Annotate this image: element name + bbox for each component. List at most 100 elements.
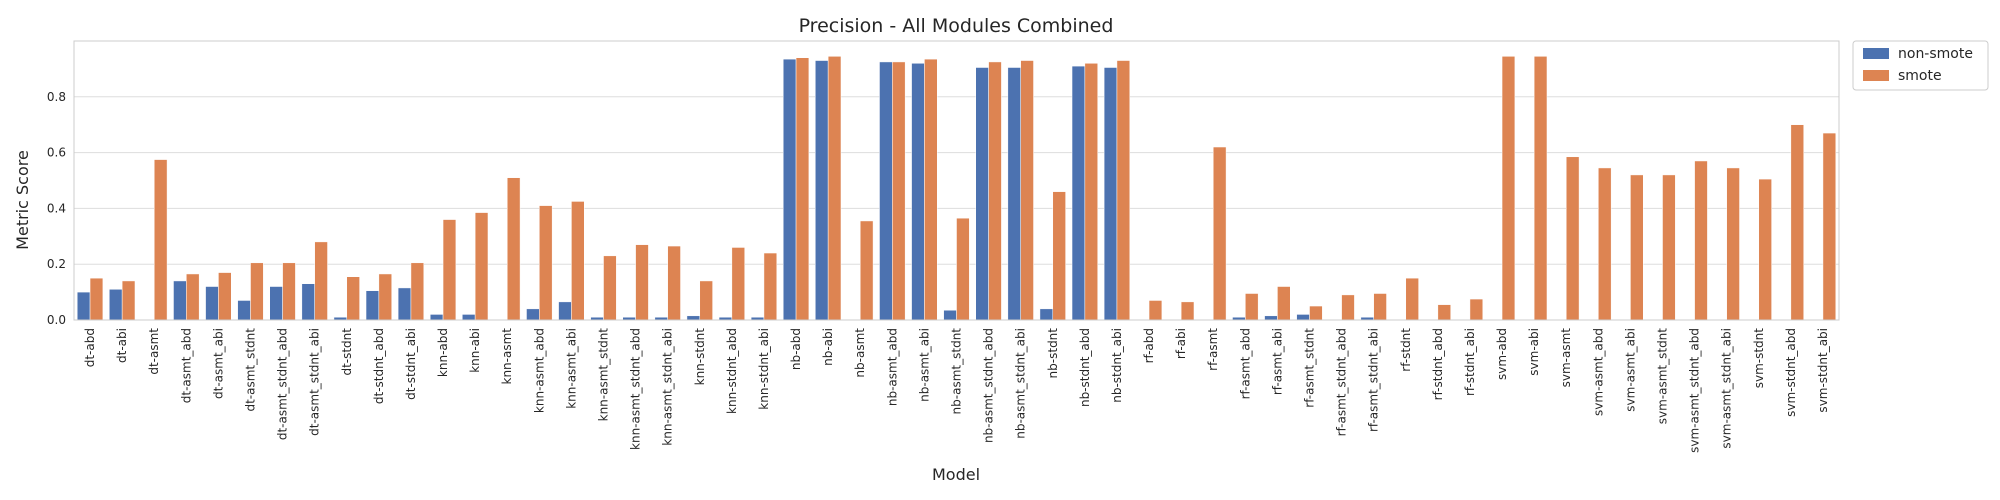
bar-smote bbox=[1020, 60, 1034, 321]
x-tick-label: dt-abd bbox=[83, 328, 97, 367]
bar-smote bbox=[859, 220, 874, 321]
bar-smote bbox=[1052, 191, 1066, 321]
bar-smote bbox=[186, 273, 200, 321]
bar-smote bbox=[410, 262, 425, 321]
plot-area-frame bbox=[73, 40, 1840, 321]
bar-smote bbox=[571, 201, 585, 321]
bar-non-smote bbox=[237, 300, 251, 321]
x-tick-label: svm-stdnt_abi bbox=[1816, 328, 1830, 413]
bar-smote bbox=[539, 205, 553, 321]
bar-smote bbox=[795, 57, 810, 321]
x-tick-label: nb-asmt_stdnt bbox=[950, 328, 964, 415]
bar-non-smote bbox=[397, 287, 412, 321]
bar-smote bbox=[218, 272, 232, 321]
x-tick-label: knn-stdnt_abd bbox=[725, 328, 739, 414]
bar-smote bbox=[1084, 63, 1098, 321]
bar-smote bbox=[153, 159, 168, 321]
bar-non-smote bbox=[76, 291, 91, 321]
bar-non-smote bbox=[1071, 65, 1086, 321]
bar-non-smote bbox=[686, 315, 701, 321]
x-tick-label: knn-asmt_abd bbox=[532, 328, 546, 413]
x-tick-label: dt-abi bbox=[115, 328, 129, 363]
y-axis-ticks: 0.0 0.2 0.4 0.6 0.8 bbox=[47, 90, 66, 327]
bar-smote bbox=[1533, 56, 1548, 321]
bar-smote bbox=[314, 241, 328, 321]
bar-non-smote bbox=[975, 67, 989, 321]
x-tick-label: dt-asmt_stdnt_abd bbox=[276, 328, 290, 440]
bar-non-smote bbox=[462, 314, 476, 321]
x-tick-label: nb-stdnt_abi bbox=[1110, 328, 1124, 403]
x-tick-label: knn-asmt_stdnt bbox=[597, 328, 611, 422]
x-tick-label: rf-abd bbox=[1142, 328, 1156, 363]
bar-smote bbox=[731, 247, 745, 321]
legend-swatch-smote bbox=[1863, 70, 1889, 81]
bar-smote bbox=[1245, 293, 1259, 321]
bar-non-smote bbox=[911, 63, 925, 321]
x-tick-label: rf-asmt_abd bbox=[1238, 328, 1252, 399]
bar-smote bbox=[1501, 56, 1516, 321]
bar-smote bbox=[924, 58, 938, 321]
bar-smote bbox=[635, 244, 649, 321]
bar-smote bbox=[250, 262, 264, 321]
bar-non-smote bbox=[269, 286, 283, 321]
bar-non-smote bbox=[301, 283, 315, 321]
x-tick-label: rf-stdnt_abi bbox=[1463, 328, 1477, 396]
x-tick-label: rf-asmt_abi bbox=[1270, 328, 1284, 395]
bar-non-smote bbox=[1007, 67, 1021, 321]
x-tick-label: dt-asmt bbox=[147, 328, 161, 375]
x-tick-label: dt-asmt_stdnt bbox=[244, 328, 258, 412]
bars bbox=[76, 56, 1837, 321]
legend-label-non-smote: non-smote bbox=[1898, 46, 1973, 62]
x-tick-label: nb-asmt_abd bbox=[885, 328, 899, 406]
x-tick-label: svm-asmt_stdnt bbox=[1656, 328, 1670, 425]
bar-non-smote bbox=[1264, 315, 1278, 321]
x-tick-label: knn-asmt bbox=[500, 328, 514, 385]
bar-smote bbox=[506, 177, 521, 321]
bar-smote bbox=[1437, 304, 1451, 321]
y-tick-label: 0.4 bbox=[47, 201, 66, 215]
x-tick-label: nb-abi bbox=[821, 328, 835, 366]
bar-smote bbox=[1694, 160, 1708, 321]
x-tick-label: nb-abd bbox=[789, 328, 803, 370]
bar-non-smote bbox=[558, 301, 572, 321]
bar-smote bbox=[121, 280, 136, 321]
bar-non-smote bbox=[109, 289, 123, 321]
x-tick-label: knn-abi bbox=[468, 328, 482, 373]
x-tick-label: nb-asmt_stdnt_abi bbox=[1014, 328, 1028, 439]
x-tick-label: svm-asmt_abi bbox=[1623, 328, 1637, 412]
bar-smote bbox=[827, 56, 842, 321]
x-tick-label: svm-abi bbox=[1527, 328, 1541, 376]
bar-non-smote bbox=[429, 314, 444, 321]
bar-smote bbox=[603, 255, 617, 321]
bar-smote bbox=[1662, 174, 1676, 321]
bar-smote bbox=[1309, 305, 1323, 321]
x-tick-label: nb-stdnt_abd bbox=[1078, 328, 1092, 407]
bar-smote bbox=[1726, 167, 1740, 321]
bar-non-smote bbox=[1103, 67, 1118, 321]
x-tick-label: rf-asmt_stdnt_abd bbox=[1335, 328, 1349, 436]
x-tick-label: nb-asmt_abi bbox=[917, 328, 931, 402]
x-axis-label: Model bbox=[932, 465, 980, 484]
bar-non-smote bbox=[815, 60, 829, 321]
legend: non-smote smote bbox=[1852, 40, 1989, 91]
bar-non-smote bbox=[1039, 308, 1054, 321]
x-tick-label: nb-stdnt bbox=[1046, 328, 1060, 379]
x-tick-label: svm-asmt bbox=[1559, 328, 1573, 388]
x-tick-label: rf-abi bbox=[1174, 328, 1188, 359]
bar-smote bbox=[1277, 286, 1291, 321]
x-tick-label: svm-stdnt_abd bbox=[1784, 328, 1798, 417]
y-tick-label: 0.2 bbox=[47, 257, 66, 271]
x-tick-label: knn-abd bbox=[436, 328, 450, 377]
bar-smote bbox=[1373, 293, 1387, 321]
bar-smote bbox=[699, 280, 713, 321]
x-tick-label: dt-stdnt_abd bbox=[372, 328, 386, 404]
y-tick-label: 0.6 bbox=[47, 146, 66, 160]
bar-smote bbox=[1758, 178, 1772, 321]
bar-smote bbox=[1598, 167, 1612, 321]
x-tick-label: svm-abd bbox=[1495, 328, 1509, 380]
bar-non-smote bbox=[365, 290, 380, 321]
bar-smote bbox=[1116, 60, 1131, 321]
x-tick-label: nb-asmt bbox=[853, 328, 867, 378]
x-tick-label: knn-stdnt bbox=[693, 328, 707, 386]
